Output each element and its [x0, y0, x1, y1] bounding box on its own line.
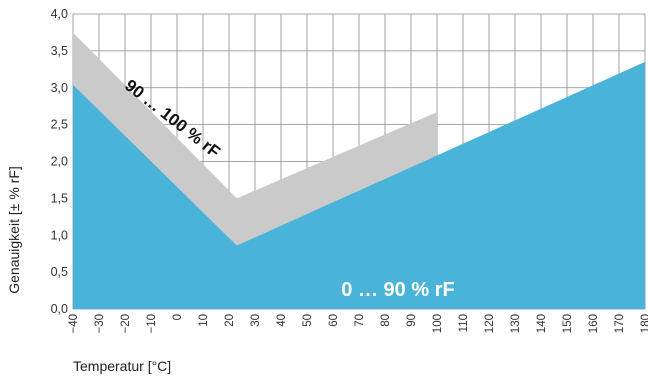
x-tick-label: 10: [198, 314, 210, 327]
x-tick-labels: −40 −30 −20 −10 0 10 20 30 40 50 60 70 80 90 100 110 120…: [68, 314, 648, 334]
x-tick-label: 80: [380, 314, 392, 327]
x-tick-label: −40: [68, 314, 80, 334]
x-tick-label: 100: [432, 314, 444, 333]
x-axis-label: Temperatur [°C]: [73, 358, 171, 374]
x-tick-label: 160: [588, 314, 600, 333]
x-tick-label: 150: [562, 314, 574, 333]
x-tick-label: 20: [224, 314, 236, 327]
x-tick-label: 40: [276, 314, 288, 327]
x-tick-label: 170: [614, 314, 626, 333]
x-tick-label: 70: [354, 314, 366, 327]
y-tick-label: 0,0: [51, 302, 68, 316]
y-tick-label: 0,5: [51, 265, 68, 279]
x-tick-label: 0: [172, 314, 184, 320]
y-tick-label: 3,0: [51, 81, 68, 95]
x-tick-label: 50: [302, 314, 314, 327]
label-0-90: 0 … 90 % rF: [341, 279, 454, 301]
area-series: [73, 32, 645, 309]
x-tick-label: 130: [510, 314, 522, 333]
x-tick-label: 120: [484, 314, 496, 333]
y-tick-label: 4,0: [51, 7, 68, 21]
y-axis-label: Genauigkeit [± % rF]: [6, 166, 22, 294]
y-tick-label: 2,0: [51, 155, 68, 169]
area-0-90-overlay: [73, 61, 645, 309]
x-tick-label: −10: [146, 314, 158, 334]
y-tick-label: 2,5: [51, 118, 68, 132]
y-tick-label: 3,5: [51, 44, 68, 58]
x-tick-label: 180: [640, 314, 648, 333]
x-tick-label: −20: [120, 314, 132, 334]
x-tick-label: 140: [536, 314, 548, 333]
x-tick-label: 30: [250, 314, 262, 327]
y-tick-label: 1,5: [51, 191, 68, 205]
x-tick-label: 60: [328, 314, 340, 327]
y-tick-label: 1,0: [51, 228, 68, 242]
x-tick-label: −30: [94, 314, 106, 334]
x-tick-label: 110: [458, 314, 470, 332]
x-tick-label: 90: [406, 314, 418, 327]
y-tick-labels: 0,0 0,5 1,0 1,5 2,0 2,5 3,0 3,5 4,0: [51, 7, 68, 316]
